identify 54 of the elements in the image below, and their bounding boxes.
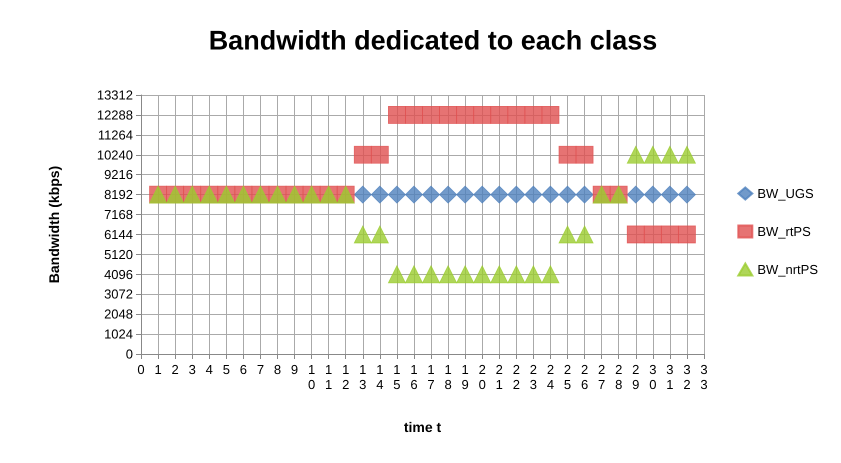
y-tick-label: 11264 xyxy=(98,127,133,142)
x-tick-label: 1 5 xyxy=(393,362,401,392)
y-tick-label: 4096 xyxy=(104,266,133,282)
x-tick-label: 3 0 xyxy=(649,362,656,392)
x-tick-label: 2 2 xyxy=(512,362,520,392)
x-tick-label: 2 4 xyxy=(546,362,554,392)
y-tick-label: 8192 xyxy=(104,187,133,202)
x-tick-label: 2 9 xyxy=(632,362,640,392)
y-tick-label: 10240 xyxy=(96,147,133,162)
legend-label: BW_UGS xyxy=(757,186,814,201)
x-tick-label: 2 8 xyxy=(615,362,622,392)
x-tick-label: 1 8 xyxy=(444,362,452,392)
x-tick-label: 1 4 xyxy=(376,362,384,392)
x-tick-label: 1 6 xyxy=(410,362,418,392)
x-tick-label: 1 0 xyxy=(308,362,316,392)
y-tick-label: 0 xyxy=(126,346,133,362)
x-tick-label: 3 xyxy=(188,362,196,377)
y-tick-label: 5120 xyxy=(104,246,133,262)
x-tick-label: 9 xyxy=(290,362,298,377)
x-tick-label: 1 2 xyxy=(342,362,350,392)
x-tick-label: 2 7 xyxy=(598,362,606,392)
legend-label: BW_rtPS xyxy=(757,224,812,239)
y-tick-label: 6144 xyxy=(104,226,133,242)
y-tick-label: 13312 xyxy=(96,88,133,102)
y-axis-title: Bandwidth (kbps) xyxy=(46,166,62,284)
x-tick-label: 2 0 xyxy=(478,362,486,392)
legend-label: BW_nrtPS xyxy=(757,262,818,277)
x-tick-label: 4 xyxy=(206,362,213,377)
y-tick-label: 7168 xyxy=(104,207,133,222)
x-tick-label: 1 7 xyxy=(427,362,435,392)
x-tick-label: 2 xyxy=(172,362,179,377)
x-axis-title: time t xyxy=(404,419,442,435)
x-tick-label: 2 6 xyxy=(580,362,588,392)
x-tick-label: 2 5 xyxy=(564,362,572,392)
x-tick-label: 2 3 xyxy=(530,362,538,392)
x-tick-label: 5 xyxy=(222,362,230,377)
x-tick-label: 7 xyxy=(256,362,264,377)
y-tick-label: 12288 xyxy=(96,107,133,122)
x-tick-label: 3 2 xyxy=(683,362,691,392)
x-tick-label: 8 xyxy=(274,362,282,377)
x-tick-label: 1 1 xyxy=(325,362,332,392)
x-tick-label: 3 1 xyxy=(666,362,674,392)
y-tick-label: 2048 xyxy=(104,306,133,322)
x-tick-label: 6 xyxy=(240,362,247,377)
x-tick-label: 2 1 xyxy=(496,362,503,392)
x-tick-label: 0 xyxy=(137,362,145,377)
x-tick-label: 3 3 xyxy=(700,362,708,392)
x-tick-label: 1 9 xyxy=(462,362,469,392)
y-tick-label: 3072 xyxy=(104,286,133,302)
y-tick-label: 9216 xyxy=(104,167,133,182)
y-tick-label: 1024 xyxy=(104,326,133,342)
chart-title: Bandwidth dedicated to each class xyxy=(208,26,658,56)
x-tick-label: 1 3 xyxy=(359,362,366,392)
x-tick-label: 1 xyxy=(154,362,162,377)
